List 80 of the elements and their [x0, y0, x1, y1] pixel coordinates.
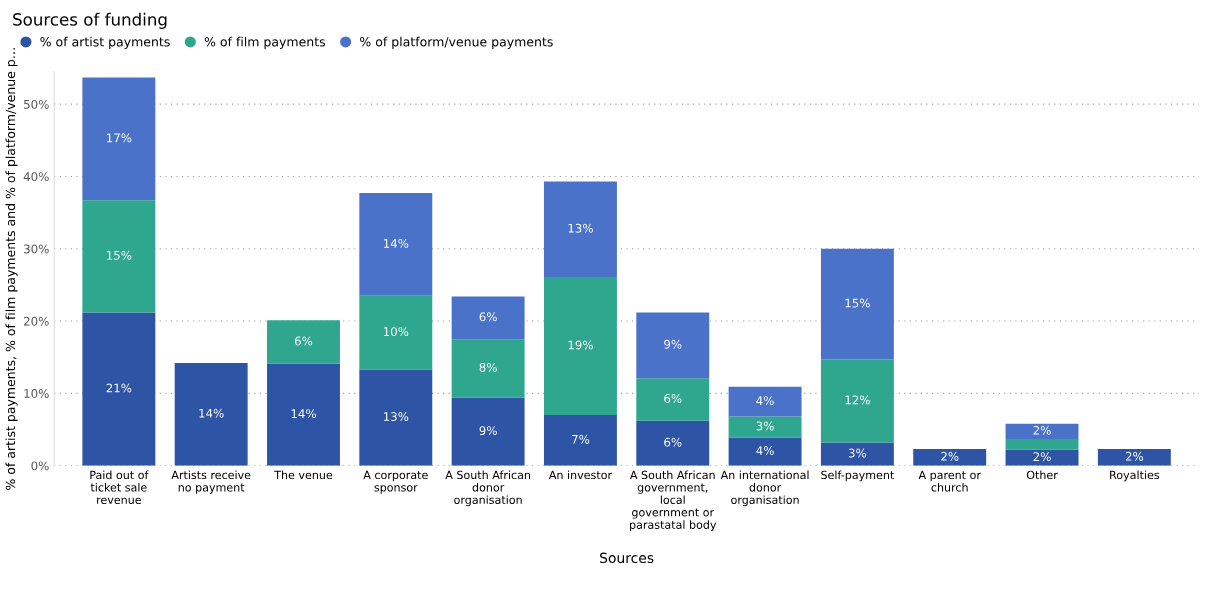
data-label: 13% — [568, 223, 593, 233]
data-label: 19% — [568, 340, 593, 350]
y-tick-label: 10% — [24, 389, 49, 399]
data-label: 6% — [664, 437, 682, 447]
bar — [451, 296, 525, 340]
data-label: 21% — [106, 383, 132, 393]
bar — [728, 416, 802, 438]
bar — [636, 420, 710, 466]
data-label: 4% — [756, 446, 774, 455]
x-tick-label: The venue — [274, 470, 333, 480]
bar — [636, 378, 710, 421]
data-label: 14% — [199, 408, 224, 418]
bar — [82, 77, 156, 201]
bar — [82, 200, 156, 313]
bar — [267, 363, 340, 466]
data-label: 14% — [383, 238, 409, 248]
x-tick-label: A parent or church — [918, 470, 981, 492]
bar — [267, 320, 340, 364]
bar — [820, 442, 894, 466]
bar — [82, 312, 156, 466]
y-tick-label: 30% — [24, 244, 49, 254]
x-tick-label: Artists receive no payment — [171, 470, 251, 494]
x-tick-label: An international donor organisation — [720, 470, 809, 507]
data-label: 6% — [479, 312, 497, 322]
bar — [913, 449, 987, 466]
bar — [728, 386, 802, 417]
chart-title: Sources of funding — [13, 12, 167, 29]
data-label: 14% — [291, 409, 316, 419]
data-label: 9% — [664, 339, 682, 349]
x-tick-label: Self-payment — [821, 470, 895, 482]
bar — [451, 397, 525, 466]
x-tick-label: A South African government, local government or parastatal body — [630, 470, 717, 532]
data-label: 2% — [1033, 425, 1051, 435]
bar — [1097, 449, 1171, 466]
data-label: 9% — [479, 426, 497, 436]
data-label: 12% — [845, 395, 870, 405]
bar — [636, 312, 710, 379]
bar — [728, 437, 802, 466]
y-tick-label: 20% — [23, 316, 49, 326]
x-tick-label: Other — [1026, 470, 1058, 480]
bar — [820, 359, 894, 443]
y-tick-label: 0% — [31, 461, 49, 471]
data-label: 2% — [1125, 451, 1144, 461]
data-label: 3% — [756, 421, 774, 431]
x-tick-label: An investor — [548, 470, 613, 480]
bar — [451, 339, 525, 398]
data-label: 15% — [107, 250, 132, 260]
y-tick-label: 40% — [23, 172, 49, 182]
bar — [359, 369, 433, 466]
bar — [1005, 438, 1079, 450]
bar — [174, 363, 248, 466]
data-label: 13% — [383, 412, 409, 422]
x-tick-label: A South African donor organisation — [445, 470, 531, 507]
bar — [1005, 423, 1079, 439]
y-axis-title: % of artist payments, % of film payments and % of platform/venue p… — [5, 48, 18, 490]
bar — [359, 193, 433, 296]
legend-label: % of film payments — [204, 36, 326, 49]
data-label: 10% — [383, 327, 409, 337]
x-tick-label: A corporate sponsor — [363, 470, 428, 494]
bar — [543, 181, 617, 277]
data-label: 4% — [756, 396, 774, 406]
data-label: 2% — [1033, 452, 1051, 462]
legend-label: % of platform/venue payments — [360, 36, 553, 49]
data-label: 6% — [294, 336, 313, 346]
bar — [543, 415, 617, 466]
data-label: 6% — [664, 394, 682, 403]
data-label: 2% — [941, 451, 959, 461]
x-tick-label: Paid out of ticket sale revenue — [90, 470, 149, 505]
data-label: 8% — [479, 362, 497, 372]
data-label: 17% — [107, 133, 132, 143]
bar — [820, 248, 894, 360]
data-label: 7% — [572, 434, 590, 444]
x-tick-label: Royalties — [1110, 470, 1160, 482]
y-tick-label: 50% — [24, 99, 49, 109]
bar — [543, 276, 617, 416]
x-axis-title: Sources — [600, 552, 654, 564]
data-label: 15% — [845, 298, 870, 308]
legend-label: % of artist payments — [40, 36, 170, 49]
bar — [359, 295, 433, 370]
data-label: 3% — [848, 448, 867, 458]
